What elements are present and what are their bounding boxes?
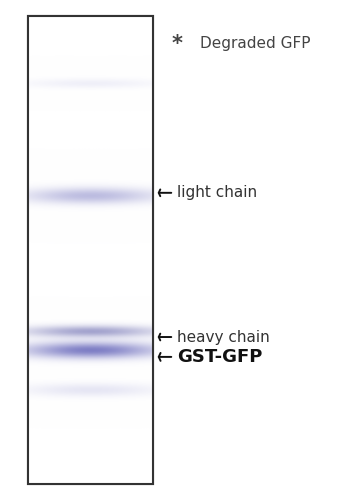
Text: GST-GFP: GST-GFP [159,348,262,366]
Text: light chain: light chain [159,186,257,200]
Bar [28,16,153,483]
Bar [28,16,153,483]
Text: Degraded GFP: Degraded GFP [200,36,311,51]
Text: *: * [171,34,182,54]
Text: heavy chain: heavy chain [159,330,269,344]
